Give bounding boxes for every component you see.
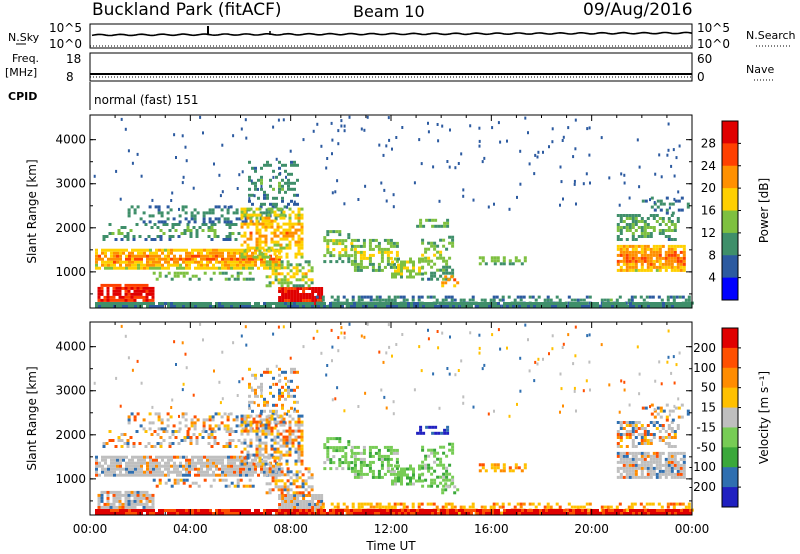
colorbar-tick: 15	[701, 401, 716, 415]
colorbar-swatch	[722, 121, 738, 144]
colorbar-swatch	[722, 347, 738, 369]
colorbar-swatch	[722, 277, 738, 301]
colorbar-label: Velocity [m s⁻¹]	[757, 371, 771, 464]
colorbar-swatch	[722, 407, 738, 428]
x-tick-label: 08:00	[273, 522, 308, 536]
colorbar-swatch	[722, 487, 738, 508]
colorbar-label: Power [dB]	[757, 178, 771, 243]
colorbar-tick: 16	[701, 204, 716, 218]
colorbar-tick: 8	[708, 248, 716, 262]
colorbar-tick: 20	[701, 181, 716, 195]
power-panel-frame	[89, 114, 693, 309]
colorbar-tick: -50	[696, 440, 716, 454]
y-tick-label: 2000	[55, 221, 86, 235]
nave-label: Nave	[746, 63, 774, 76]
colorbar-tick: -100	[689, 460, 716, 474]
colorbar-swatch	[722, 427, 738, 448]
power-colorbar: 4 8 12 16 20 24 28 Power [dB]	[701, 120, 771, 301]
nsky-trace	[91, 31, 693, 37]
velocity-colorbar: 200 100 50 15 -15 -50 -100 -200 Velocity [m s⁻¹]	[689, 327, 771, 508]
nave-tick-top: 60	[697, 52, 712, 66]
colorbar-tick: -15	[696, 420, 716, 434]
nsearch-label: N.Search	[746, 29, 796, 42]
y-tick-label: 3000	[55, 384, 86, 398]
y-axis-label: Slant Range [km]	[25, 159, 39, 263]
colorbar-swatch	[722, 188, 738, 211]
colorbar-swatch	[722, 467, 738, 488]
cpid-label: CPID	[8, 90, 37, 103]
nsky-tick-top: 10^5	[49, 21, 82, 35]
y-tick-label: 4000	[55, 133, 86, 147]
freq-tick-bottom: 8	[66, 70, 74, 84]
x-tick-label: 04:00	[173, 522, 208, 536]
velocity-heatmap	[93, 322, 694, 515]
x-tick-label: 16:00	[474, 522, 509, 536]
x-tick-label: 00:00	[73, 522, 108, 536]
colorbar-swatch	[722, 210, 738, 234]
colorbar-tick: 28	[701, 136, 716, 150]
nsky-panel	[89, 23, 693, 49]
colorbar-tick: -200	[689, 480, 716, 494]
nsearch-tick-bottom: 10^0	[697, 37, 730, 51]
colorbar-swatch	[722, 447, 738, 468]
nsky-tick-bottom: 10^0	[49, 37, 82, 51]
y-tick-label: 2000	[55, 428, 86, 442]
colorbar-tick: 24	[701, 159, 716, 173]
nave-tick-bottom: 0	[697, 70, 705, 84]
colorbar-swatch	[722, 328, 738, 349]
power-heatmap	[93, 115, 694, 308]
date-title: 09/Aug/2016	[583, 0, 693, 20]
freq-panel	[89, 52, 693, 82]
x-tick-label: 12:00	[374, 522, 409, 536]
velocity-panel-frame	[89, 321, 693, 516]
colorbar-swatch	[722, 255, 738, 279]
colorbar-swatch	[722, 143, 738, 167]
cpid-value: normal (fast) 151	[94, 93, 198, 107]
y-tick-label: 1000	[55, 265, 86, 279]
colorbar-tick: 50	[701, 381, 716, 395]
colorbar-tick: 200	[693, 341, 716, 355]
freq-tick-top: 18	[66, 52, 81, 66]
colorbar-swatch	[722, 367, 738, 389]
y-tick-label: 3000	[55, 177, 86, 191]
colorbar-tick: 4	[708, 271, 716, 285]
colorbar-tick: 12	[701, 226, 716, 240]
x-tick-label: 20:00	[574, 522, 609, 536]
freq-unit: [MHz]	[5, 66, 37, 79]
y-axis-label: Slant Range [km]	[25, 366, 39, 470]
colorbar-swatch	[722, 232, 738, 256]
colorbar-tick: 100	[693, 361, 716, 375]
beam-title: Beam 10	[353, 2, 425, 21]
freq-label: Freq.	[12, 52, 39, 65]
x-axis-label: Time UT	[365, 539, 416, 553]
nsky-label: N.Sky	[8, 31, 40, 44]
nsearch-tick-top: 10^5	[697, 21, 730, 35]
y-tick-label: 4000	[55, 340, 86, 354]
colorbar-swatch	[722, 165, 738, 189]
colorbar-swatch	[722, 387, 738, 409]
x-tick-label: 00:00	[675, 522, 710, 536]
y-tick-label: 1000	[55, 472, 86, 486]
station-title: Buckland Park (fitACF)	[92, 0, 282, 20]
